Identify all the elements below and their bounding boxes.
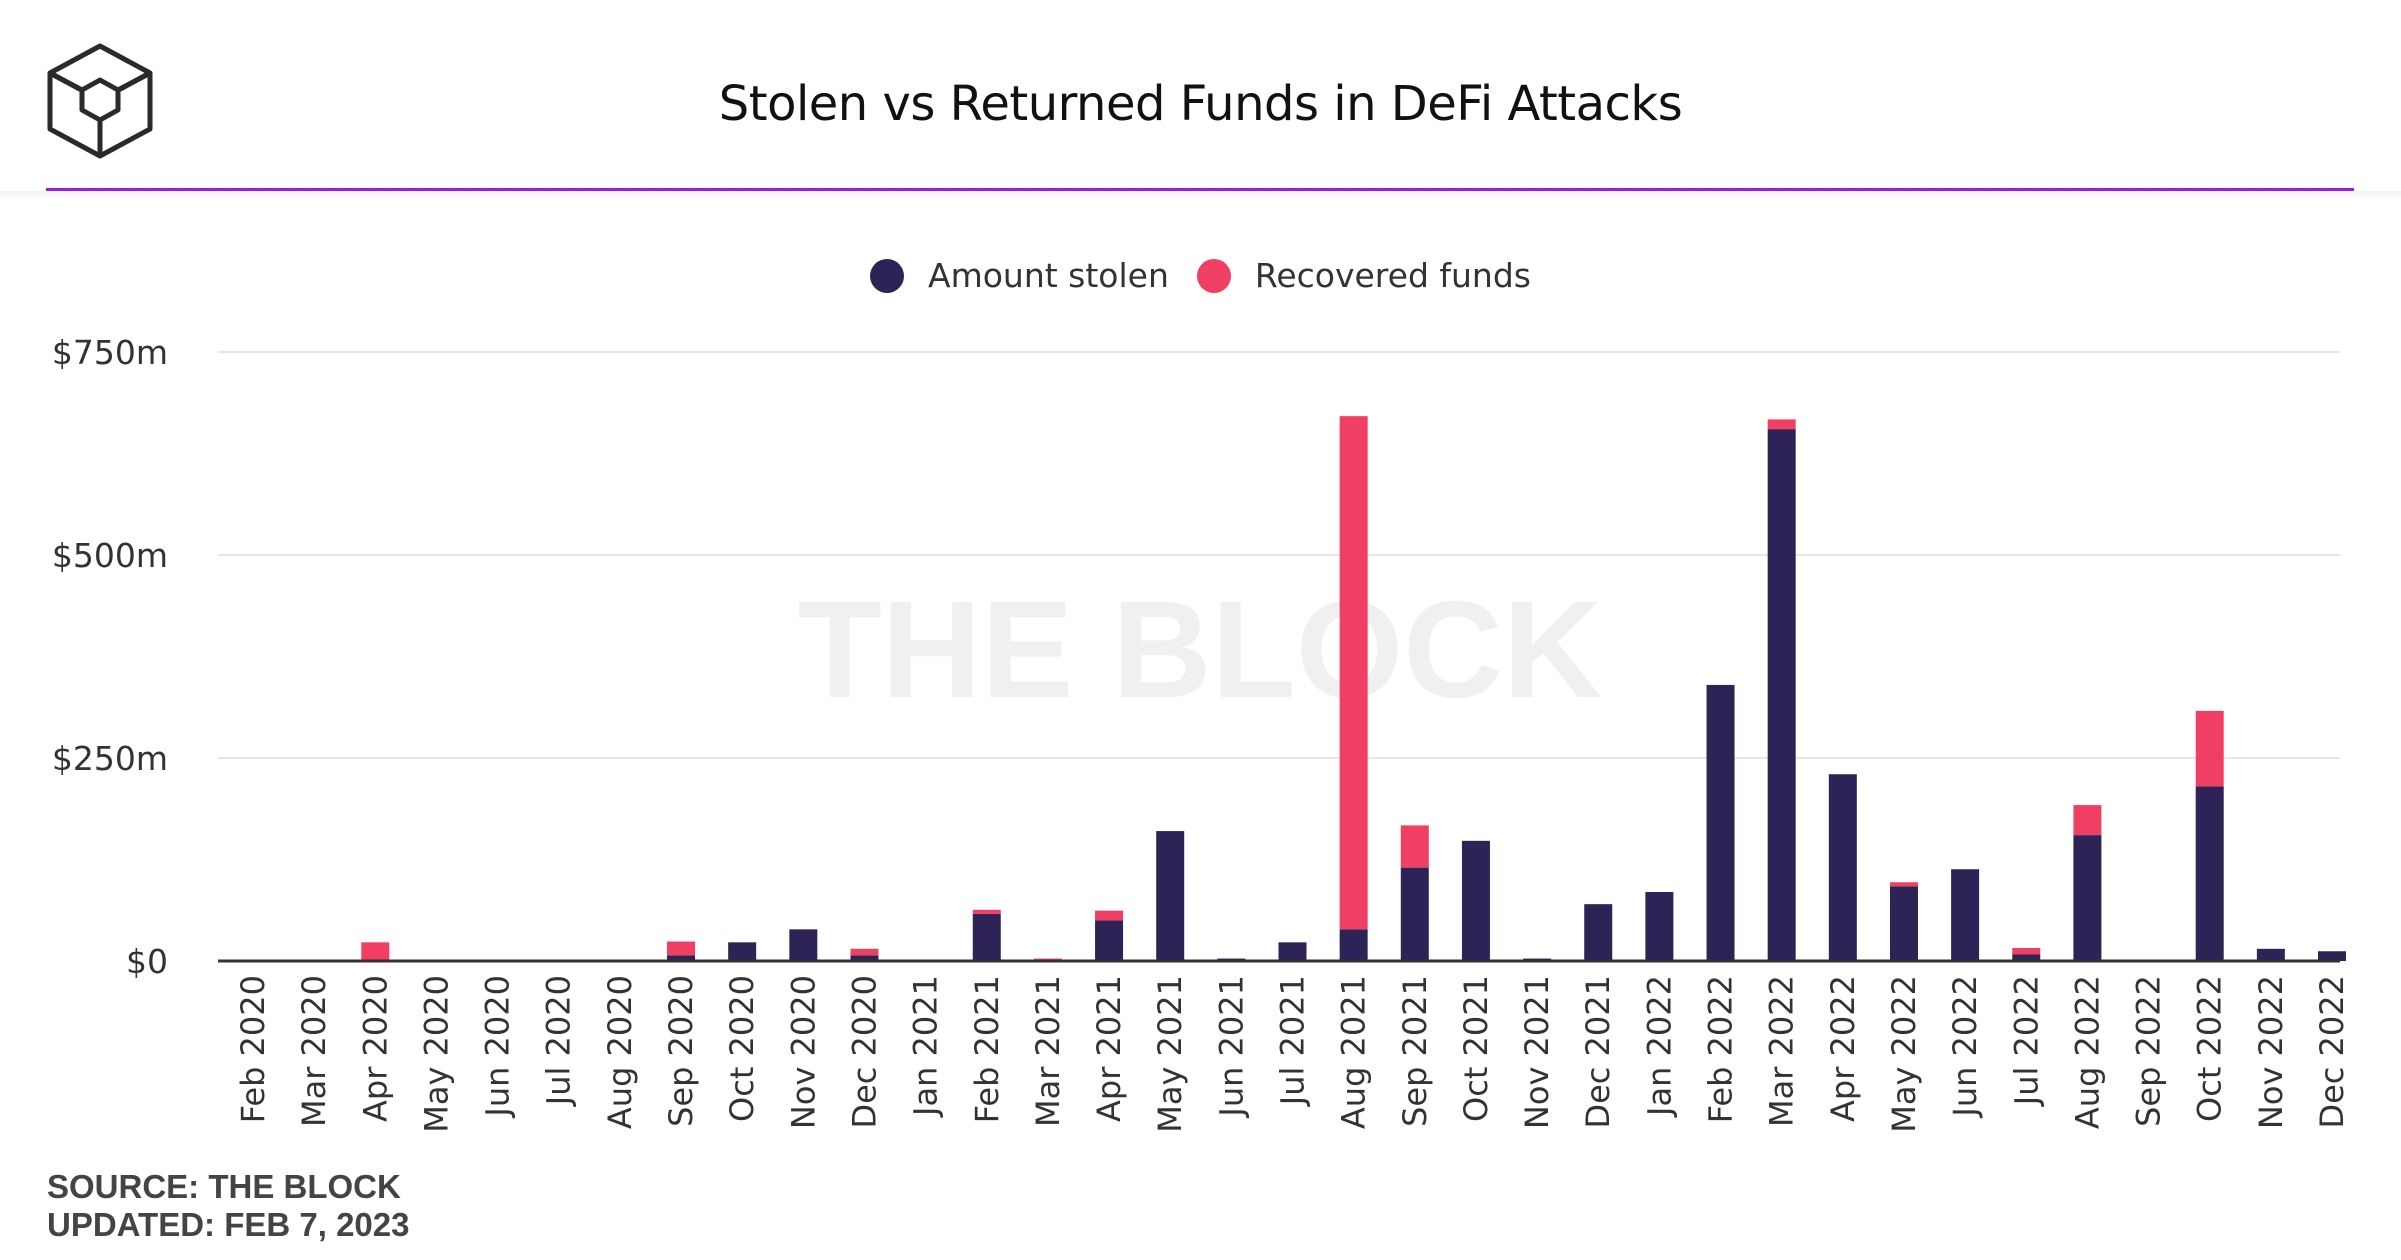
y-axis-labels: $0 $250m $500m $750m bbox=[52, 333, 168, 981]
bar-amount-stolen-apr-2022[interactable] bbox=[1828, 774, 1857, 961]
bar-amount-stolen-mar-2022[interactable] bbox=[1767, 429, 1796, 961]
bar-amount-stolen-jun-2022[interactable] bbox=[1951, 869, 1980, 961]
bar-amount-stolen-aug-2021[interactable] bbox=[1339, 929, 1368, 961]
x-tick-label: May 2020 bbox=[417, 975, 455, 1133]
x-tick-label: Jul 2020 bbox=[540, 975, 578, 1107]
x-tick-label: Dec 2020 bbox=[845, 975, 883, 1129]
bar-amount-stolen-jul-2022[interactable] bbox=[2012, 954, 2041, 961]
bar-amount-stolen-dec-2021[interactable] bbox=[1584, 904, 1613, 961]
bar-amount-stolen-oct-2021[interactable] bbox=[1461, 840, 1490, 961]
x-tick-label: Sep 2020 bbox=[662, 975, 700, 1127]
y-tick-label: $500m bbox=[52, 536, 168, 575]
bar-recovered-funds-dec-2020[interactable] bbox=[850, 948, 879, 956]
x-tick-label: Apr 2022 bbox=[1824, 975, 1862, 1122]
bar-recovered-funds-sep-2021[interactable] bbox=[1400, 825, 1429, 868]
x-axis-labels: Feb 2020 Mar 2020 Apr 2020 May 2020 Jun 2020… bbox=[234, 975, 2351, 1133]
x-tick-label: Apr 2021 bbox=[1090, 975, 1128, 1122]
x-tick-label: Jun 2022 bbox=[1946, 975, 1984, 1119]
x-tick-label: Aug 2020 bbox=[601, 975, 639, 1129]
x-tick-label: Mar 2020 bbox=[295, 975, 333, 1127]
bar-recovered-funds-aug-2022[interactable] bbox=[2073, 805, 2102, 836]
bar-amount-stolen-may-2022[interactable] bbox=[1889, 886, 1918, 961]
bar-amount-stolen-may-2021[interactable] bbox=[1156, 831, 1185, 961]
legend-item-recovered-funds[interactable]: Recovered funds bbox=[1196, 256, 1531, 295]
x-tick-label: Jul 2022 bbox=[2007, 975, 2045, 1107]
bar-chart: THE BLOCK $0 $250m $500m $750m Feb 2020 Mar … bbox=[52, 333, 2351, 1133]
bar-amount-stolen-oct-2020[interactable] bbox=[728, 942, 757, 961]
x-tick-label: Sep 2022 bbox=[2130, 975, 2168, 1127]
x-tick-label: Oct 2021 bbox=[1457, 975, 1495, 1122]
x-tick-label: Aug 2021 bbox=[1335, 975, 1373, 1129]
x-tick-label: Dec 2021 bbox=[1579, 975, 1617, 1129]
x-tick-label: Jan 2022 bbox=[1640, 975, 1678, 1118]
bar-recovered-funds-feb-2021[interactable] bbox=[972, 909, 1001, 914]
bar-amount-stolen-feb-2021[interactable] bbox=[972, 913, 1001, 961]
bar-amount-stolen-feb-2022[interactable] bbox=[1706, 684, 1735, 961]
x-tick-label: Dec 2022 bbox=[2313, 975, 2351, 1129]
bar-amount-stolen-jan-2022[interactable] bbox=[1645, 891, 1674, 961]
x-tick-label: Feb 2021 bbox=[968, 975, 1006, 1123]
x-tick-label: Jun 2020 bbox=[479, 975, 517, 1119]
footer: SOURCE: THE BLOCK UPDATED: FEB 7, 2023 bbox=[47, 1168, 409, 1244]
bar-recovered-funds-jul-2022[interactable] bbox=[2012, 948, 2041, 955]
bar-recovered-funds-sep-2020[interactable] bbox=[667, 941, 696, 956]
header-shadow bbox=[0, 191, 2401, 201]
bar-amount-stolen-nov-2022[interactable] bbox=[2256, 948, 2285, 961]
x-tick-label: Feb 2020 bbox=[234, 975, 272, 1123]
bar-recovered-funds-oct-2022[interactable] bbox=[2195, 710, 2224, 787]
legend-label-recovered-funds: Recovered funds bbox=[1254, 256, 1531, 295]
bar-amount-stolen-sep-2020[interactable] bbox=[667, 955, 696, 961]
bar-recovered-funds-may-2022[interactable] bbox=[1889, 882, 1918, 887]
x-tick-label: Nov 2021 bbox=[1518, 975, 1556, 1129]
legend-item-amount-stolen[interactable]: Amount stolen bbox=[870, 256, 1169, 295]
x-tick-label: Oct 2020 bbox=[723, 975, 761, 1122]
updated-note: UPDATED: FEB 7, 2023 bbox=[47, 1206, 410, 1243]
x-tick-label: Jul 2021 bbox=[1274, 975, 1312, 1107]
x-tick-label: Jan 2021 bbox=[907, 975, 945, 1118]
bar-recovered-funds-mar-2022[interactable] bbox=[1767, 419, 1796, 430]
watermark-text: THE BLOCK bbox=[798, 573, 1603, 727]
source-note: SOURCE: THE BLOCK bbox=[47, 1168, 401, 1205]
x-tick-label: Aug 2022 bbox=[2068, 975, 2106, 1129]
x-tick-label: Apr 2020 bbox=[356, 975, 394, 1122]
x-tick-label: Nov 2020 bbox=[784, 975, 822, 1129]
x-tick-label: Mar 2022 bbox=[1763, 975, 1801, 1127]
x-tick-label: Sep 2021 bbox=[1396, 975, 1434, 1127]
bar-amount-stolen-apr-2021[interactable] bbox=[1095, 920, 1124, 961]
x-tick-label: Mar 2021 bbox=[1029, 975, 1067, 1127]
y-tick-label: $750m bbox=[52, 333, 168, 372]
bar-amount-stolen-dec-2020[interactable] bbox=[850, 955, 879, 961]
legend-swatch-amount-stolen bbox=[870, 258, 904, 293]
bar-recovered-funds-apr-2020[interactable] bbox=[361, 942, 390, 961]
y-tick-label: $0 bbox=[126, 942, 168, 981]
bar-amount-stolen-jul-2021[interactable] bbox=[1278, 942, 1307, 961]
bar-recovered-funds-apr-2021[interactable] bbox=[1095, 910, 1124, 921]
the-block-cube-logo-icon bbox=[47, 43, 153, 159]
chart-legend: Amount stolen Recovered funds bbox=[0, 256, 2401, 295]
bar-amount-stolen-oct-2022[interactable] bbox=[2195, 786, 2224, 961]
bars bbox=[361, 416, 2346, 961]
x-tick-label: Feb 2022 bbox=[1702, 975, 1740, 1123]
x-tick-label: Jun 2021 bbox=[1212, 975, 1250, 1119]
bar-recovered-funds-aug-2021[interactable] bbox=[1339, 416, 1368, 930]
title-divider bbox=[46, 188, 2354, 191]
gridlines bbox=[218, 351, 2340, 759]
bar-amount-stolen-aug-2022[interactable] bbox=[2073, 835, 2102, 961]
x-tick-label: Nov 2022 bbox=[2252, 975, 2290, 1129]
x-tick-label: Oct 2022 bbox=[2191, 975, 2229, 1122]
legend-label-amount-stolen: Amount stolen bbox=[928, 256, 1169, 295]
legend-swatch-recovered-funds bbox=[1196, 258, 1231, 293]
chart-title: Stolen vs Returned Funds in DeFi Attacks bbox=[718, 76, 1683, 132]
x-tick-label: May 2021 bbox=[1151, 975, 1189, 1133]
bar-amount-stolen-nov-2020[interactable] bbox=[789, 929, 818, 961]
bar-amount-stolen-sep-2021[interactable] bbox=[1400, 867, 1429, 961]
bar-amount-stolen-dec-2022[interactable] bbox=[2318, 951, 2346, 961]
x-tick-label: May 2022 bbox=[1885, 975, 1923, 1133]
y-tick-label: $250m bbox=[52, 739, 168, 778]
